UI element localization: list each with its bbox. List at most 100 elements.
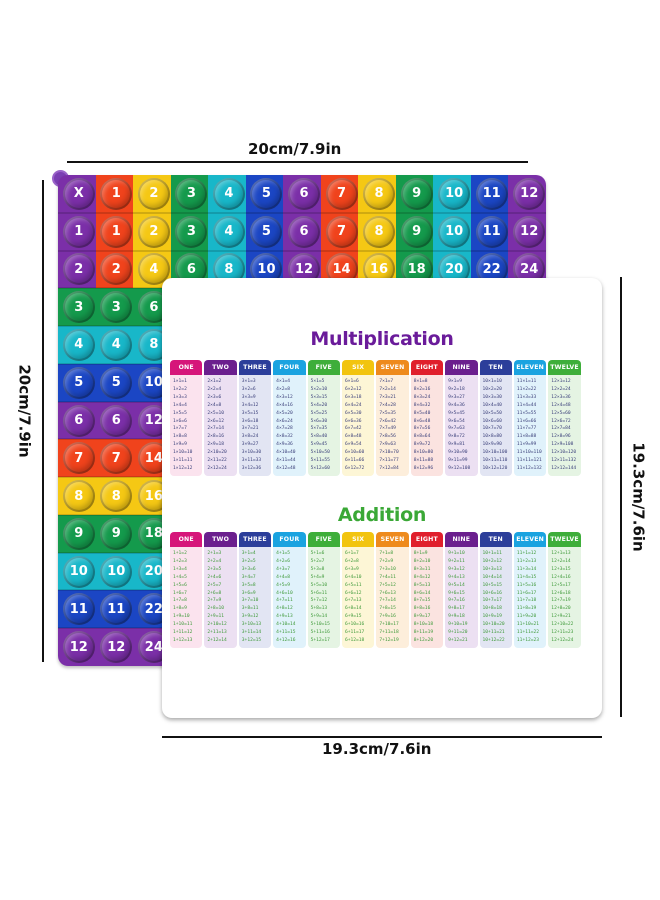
math-fact: 10+1=11	[482, 551, 502, 556]
pop-bubble[interactable]: 4	[212, 177, 245, 210]
pop-bubble[interactable]: 6	[288, 215, 320, 248]
math-fact: 12+10=22	[551, 622, 574, 628]
math-fact: 11×8=88	[516, 434, 537, 440]
pop-bubble[interactable]: 11	[100, 593, 133, 626]
pop-bubble[interactable]: 1	[62, 215, 95, 248]
math-fact: 3+3=6	[241, 566, 256, 572]
pop-bubble[interactable]: 3	[100, 291, 133, 324]
pop-bubble[interactable]: 12	[513, 177, 546, 210]
pop-bubble[interactable]: 7	[100, 442, 133, 475]
math-fact: 8×2=16	[413, 386, 431, 392]
pop-bubble[interactable]: 3	[175, 177, 208, 210]
column-header: NINE	[445, 532, 478, 547]
pop-bubble[interactable]: 2	[137, 215, 170, 248]
pop-bubble[interactable]: 1	[100, 177, 133, 210]
math-fact: 6×7=42	[344, 426, 362, 432]
pop-bubble[interactable]: 1	[100, 215, 133, 248]
table-column: ELEVEN 11+1=12 11+2=13 11+3=14 11+4=15 11+5=1…	[513, 532, 547, 648]
column-body: 11+1=12 11+2=13 11+3=14 11+4=15 11+5=16 11+6=…	[513, 547, 547, 648]
math-fact: 7×8=56	[379, 434, 396, 440]
math-fact: 8+3=11	[413, 566, 431, 572]
math-fact: 11×5=55	[516, 410, 537, 416]
math-fact: 12×1=12	[551, 379, 571, 384]
math-fact: 4+6=10	[276, 590, 293, 596]
math-fact: 2×8=16	[207, 434, 224, 440]
pop-bubble[interactable]: 2	[100, 253, 133, 286]
math-fact: 8×11=88	[413, 458, 434, 464]
pop-bubble[interactable]: 8	[363, 177, 396, 210]
pop-bubble[interactable]: 10	[438, 215, 471, 248]
pop-bubble[interactable]: 4	[100, 328, 133, 361]
table-column: TEN 10+1=11 10+2=12 10+3=13 10+4=14 10+5=15 10…	[479, 532, 512, 648]
pop-bubble[interactable]: 7	[325, 177, 358, 210]
table-column: NINE 9+1=10 9+2=11 9+3=12 9+4=13 9+5=14 9+6=15…	[445, 532, 478, 648]
pop-bubble[interactable]: 6	[100, 404, 133, 437]
math-fact: 10+5=15	[482, 582, 502, 588]
math-fact: 9+6=15	[448, 590, 465, 596]
pop-bubble[interactable]: 6	[62, 404, 95, 437]
math-fact: 6+8=14	[344, 606, 362, 612]
table-column: SEVEN 7×1=7 7×2=14 7×3=21 7×4=28 7×5=35 7×6=42…	[376, 360, 409, 476]
math-fact: 11+12=23	[516, 637, 540, 643]
pop-bubble[interactable]: 2	[62, 253, 95, 286]
pop-bubble[interactable]: 12	[100, 631, 133, 664]
pop-bubble[interactable]: 7	[325, 215, 358, 248]
pop-bubble[interactable]: 2	[137, 177, 170, 210]
math-fact: 4×4=16	[276, 402, 293, 408]
pop-bubble[interactable]: 11	[475, 215, 508, 248]
pop-bubble[interactable]: 4	[212, 215, 245, 248]
pop-bubble[interactable]: 9	[400, 215, 433, 248]
math-fact: 7×1=7	[379, 379, 394, 384]
pop-bubble[interactable]: 8	[363, 215, 396, 248]
pop-bubble[interactable]: 9	[100, 517, 133, 550]
pop-bubble[interactable]: 12	[62, 631, 95, 664]
math-fact: 6+1=7	[344, 551, 359, 556]
pop-bubble[interactable]: 10	[62, 555, 95, 588]
pop-bubble[interactable]: 9	[62, 517, 95, 550]
math-fact: 10×11=110	[482, 458, 508, 464]
pop-bubble[interactable]: 5	[62, 366, 95, 399]
bottom-dimension-label: 19.3cm/7.6in	[322, 740, 432, 758]
pop-bubble[interactable]: 5	[100, 366, 133, 399]
math-fact: 8+5=13	[413, 582, 431, 588]
table-column: FIVE 5×1=5 5×2=10 5×3=15 5×4=20 5×5=25 5×6=30 5…	[307, 360, 340, 476]
pop-bubble[interactable]: X	[62, 177, 95, 210]
pop-bubble[interactable]: 10	[438, 177, 471, 210]
pop-bubble[interactable]: 6	[288, 177, 320, 210]
math-fact: 12+8=20	[551, 606, 571, 612]
pop-bubble[interactable]: 9	[400, 177, 433, 210]
pop-bubble[interactable]: 8	[62, 480, 95, 513]
pop-bubble[interactable]: 11	[475, 177, 508, 210]
pop-bubble[interactable]: 4	[62, 328, 95, 361]
pop-bubble[interactable]: 3	[62, 291, 95, 324]
math-fact: 8×10=80	[413, 450, 434, 456]
math-fact: 4×8=32	[276, 434, 293, 440]
pop-bubble[interactable]: 8	[100, 480, 133, 513]
pop-bubble[interactable]: 11	[62, 593, 95, 626]
pop-bubble[interactable]: 5	[250, 177, 283, 210]
math-fact: 7+7=14	[379, 598, 396, 604]
pop-bubble[interactable]: 10	[100, 555, 133, 588]
table-column: FOUR 4×1=4 4×2=8 4×3=12 4×4=16 4×5=20 4×6=24 4×…	[273, 360, 306, 476]
math-fact: 12×5=60	[551, 410, 571, 416]
math-fact: 4×6=24	[276, 418, 293, 424]
math-fact: 4×11=44	[276, 458, 296, 464]
math-fact: 8+10=18	[413, 622, 434, 628]
math-fact: 10+7=17	[482, 598, 502, 604]
column-body: 4×1=4 4×2=8 4×3=12 4×4=16 4×5=20 4×6=24 4×7=28…	[273, 375, 306, 476]
math-fact: 3+10=13	[241, 622, 262, 628]
pop-bubble[interactable]: 12	[513, 215, 546, 248]
math-fact: 7×6=42	[379, 418, 396, 424]
math-fact: 1×12=12	[173, 465, 193, 471]
math-fact: 1×1=1	[173, 379, 187, 384]
column-body: 2×1=2 2×2=4 2×3=6 2×4=8 2×5=10 2×6=12 2×7=14 2×…	[204, 375, 237, 476]
math-fact: 4+3=7	[276, 566, 291, 572]
column-body: 10×1=10 10×2=20 10×3=30 10×4=40 10×5=50 10×6=…	[479, 375, 512, 476]
math-fact: 9+2=11	[448, 558, 465, 564]
math-fact: 3+2=5	[241, 558, 256, 564]
column-header: THREE	[238, 532, 272, 547]
pop-bubble[interactable]: 7	[62, 442, 95, 475]
pop-bubble[interactable]: 5	[250, 215, 283, 248]
pop-bubble[interactable]: 3	[175, 215, 208, 248]
math-fact: 10+9=19	[482, 614, 502, 620]
